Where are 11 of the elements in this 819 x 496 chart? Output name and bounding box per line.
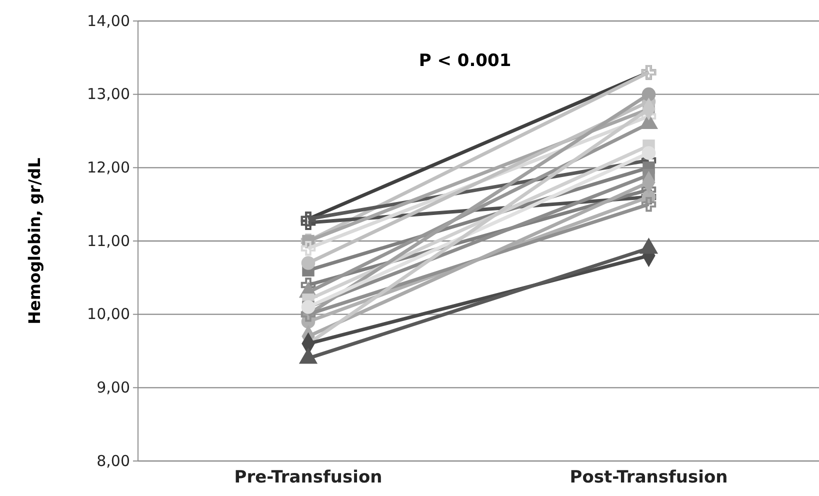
annotation: P < 0.001 — [418, 51, 512, 71]
x-tick-label: Pre-Transfusion — [234, 468, 382, 488]
y-tick-label: 10,00 — [87, 305, 130, 324]
y-tick-label: 14,00 — [87, 12, 130, 30]
y-tick-label: 13,00 — [87, 85, 130, 104]
y-axis-title: Hemoglobin, gr/dL — [25, 158, 44, 324]
y-tick-label: 12,00 — [87, 158, 130, 176]
y-tick-label: 8,00 — [96, 452, 130, 470]
x-tick-label: Post-Transfusion — [570, 468, 728, 488]
y-tick-label: 9,00 — [96, 378, 130, 396]
y-tick-label: 11,00 — [87, 232, 130, 250]
